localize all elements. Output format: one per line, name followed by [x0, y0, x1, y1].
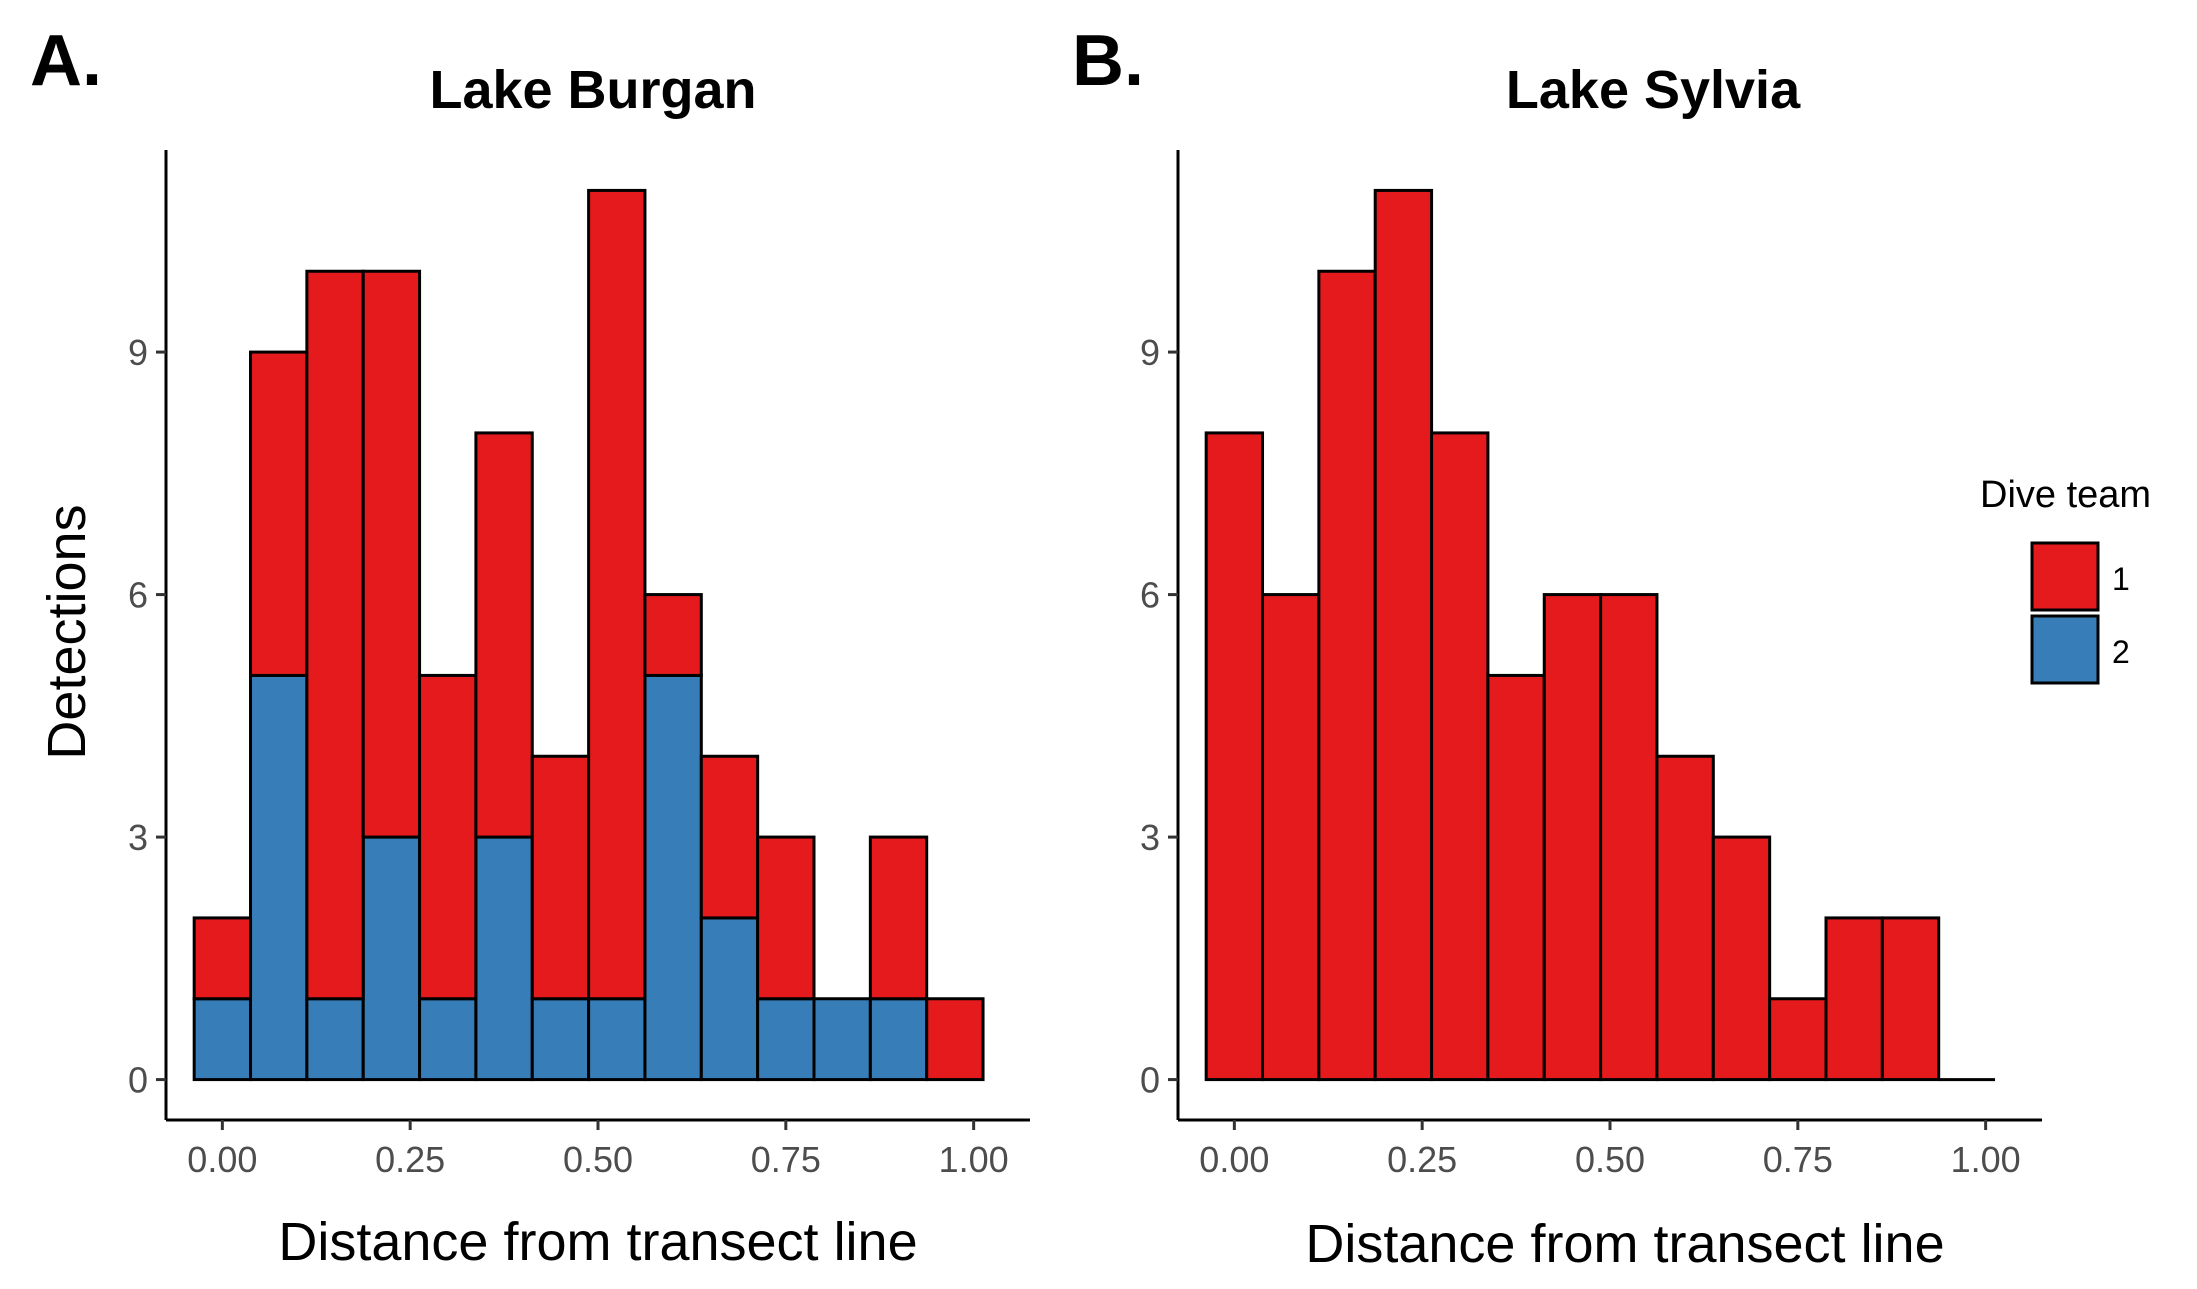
- panel-lake-sylvia: B. Lake Sylvia 0 3 6 9 0.00 0.25 0.50 0.75 1.00…: [1072, 21, 2042, 1274]
- bar-a-bin-6-team-1: [530, 754, 591, 1001]
- y-tick-label-b-2: 6: [1140, 575, 1160, 616]
- bar-b-bin-3-team-1: [1373, 188, 1434, 1082]
- bar-a-bin-12-team-2: [868, 997, 929, 1082]
- x-tick-label-b-4: 1.00: [1951, 1139, 2021, 1180]
- bar-a-bin-7-team-1: [587, 188, 647, 1001]
- x-axis-title-a: Distance from transect line: [278, 1212, 917, 1272]
- bar-b-bin-10-team-1: [1768, 997, 1828, 1082]
- bar-a-bin-10-team-2: [756, 997, 816, 1082]
- y-tick-label-a-1: 3: [128, 817, 148, 858]
- y-ticks-b: 0 3 6 9: [1140, 332, 1178, 1101]
- bar-a-bin-1-team-1: [249, 350, 309, 677]
- bar-a-bin-8-team-1: [643, 593, 703, 677]
- x-ticks-a: 0.00 0.25 0.50 0.75 1.00: [187, 1120, 1009, 1180]
- bar-b-bin-4-team-1: [1430, 431, 1490, 1082]
- bar-b-bin-6-team-1: [1542, 593, 1603, 1082]
- bar-a-bin-9-team-2: [699, 916, 760, 1082]
- legend-swatch-1: [2030, 541, 2100, 612]
- y-tick-label-a-2: 6: [128, 575, 148, 616]
- bar-a-bin-0-team-2: [192, 997, 253, 1082]
- bar-a-bin-11-team-2: [812, 997, 872, 1082]
- y-tick-label-b-1: 3: [1140, 817, 1160, 858]
- bar-b-bin-0-team-1: [1204, 431, 1265, 1082]
- bar-b-bin-1-team-1: [1261, 593, 1321, 1082]
- bar-b-bin-8-team-1: [1655, 754, 1715, 1082]
- panel-label-b: B.: [1072, 21, 1144, 101]
- bar-a-bin-2-team-2: [305, 997, 365, 1082]
- bar-a-bin-5-team-1: [474, 431, 534, 839]
- panel-label-a: A.: [30, 21, 102, 101]
- y-axis-title: Detections: [37, 504, 97, 759]
- x-tick-label-a-4: 1.00: [939, 1139, 1009, 1180]
- bar-a-bin-0-team-1: [192, 916, 253, 1001]
- x-tick-label-a-3: 0.75: [751, 1139, 821, 1180]
- legend-label-1: 1: [2112, 561, 2130, 597]
- x-ticks-b: 0.00 0.25 0.50 0.75 1.00: [1199, 1120, 2021, 1180]
- legend: Dive team 1 2: [1980, 474, 2151, 685]
- y-tick-label-b-0: 0: [1140, 1060, 1160, 1101]
- bar-a-bin-2-team-1: [305, 269, 365, 1001]
- bar-a-bin-3-team-2: [361, 835, 422, 1082]
- bar-b-bin-7-team-1: [1599, 593, 1659, 1082]
- bar-a-bin-6-team-2: [530, 997, 591, 1082]
- bar-a-bin-12-team-1: [868, 835, 929, 1001]
- bar-b-bin-11-team-1: [1824, 916, 1884, 1082]
- x-tick-label-a-1: 0.25: [375, 1139, 445, 1180]
- bar-a-bin-8-team-2: [643, 673, 703, 1082]
- bar-a-bin-10-team-1: [756, 835, 816, 1001]
- y-tick-label-a-0: 0: [128, 1060, 148, 1101]
- bar-b-bin-5-team-1: [1486, 673, 1546, 1082]
- y-ticks-a: 0 3 6 9: [128, 332, 166, 1101]
- legend-swatch-2: [2030, 614, 2100, 685]
- panel-lake-burgan: A. Lake Burgan 0 3 6 9 0.00 0.25 0.50 0.75 1.00…: [30, 21, 1030, 1272]
- bar-a-bin-7-team-2: [587, 997, 647, 1082]
- bar-a-bin-9-team-1: [699, 754, 760, 920]
- bar-a-bin-4-team-1: [418, 673, 478, 1001]
- bar-a-bin-5-team-2: [474, 835, 534, 1082]
- bar-b-bin-2-team-1: [1317, 269, 1377, 1082]
- y-tick-label-b-3: 9: [1140, 332, 1160, 373]
- bar-a-bin-4-team-2: [418, 997, 478, 1082]
- y-tick-label-a-3: 9: [128, 332, 148, 373]
- x-axis-title-b: Distance from transect line: [1305, 1214, 1944, 1274]
- x-tick-label-a-2: 0.50: [563, 1139, 633, 1180]
- bar-a-bin-1-team-2: [249, 673, 309, 1082]
- x-tick-label-a-0: 0.00: [187, 1139, 257, 1180]
- legend-title: Dive team: [1980, 474, 2151, 516]
- bar-b-bin-9-team-1: [1711, 835, 1772, 1082]
- bars-b: [1204, 188, 1996, 1082]
- bar-a-bin-13-team-1: [925, 997, 985, 1082]
- legend-label-2: 2: [2112, 634, 2130, 670]
- x-tick-label-b-2: 0.50: [1575, 1139, 1645, 1180]
- panel-title-b: Lake Sylvia: [1506, 60, 1801, 120]
- panel-title-a: Lake Burgan: [429, 60, 756, 120]
- x-tick-label-b-0: 0.00: [1199, 1139, 1269, 1180]
- bars-a: [192, 188, 985, 1082]
- x-tick-label-b-1: 0.25: [1387, 1139, 1457, 1180]
- x-tick-label-b-3: 0.75: [1763, 1139, 1833, 1180]
- bar-b-bin-12-team-1: [1880, 916, 1941, 1082]
- bar-a-bin-3-team-1: [361, 269, 422, 839]
